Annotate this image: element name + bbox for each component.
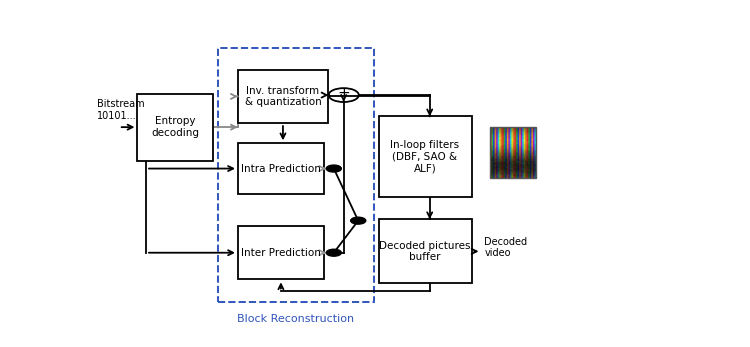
- Text: Decoded pictures
buffer: Decoded pictures buffer: [380, 240, 471, 262]
- Circle shape: [326, 249, 341, 256]
- Bar: [379, 219, 472, 283]
- Text: +: +: [338, 86, 350, 101]
- Bar: [238, 226, 324, 279]
- Bar: [379, 117, 472, 197]
- Bar: [238, 70, 328, 123]
- Text: Inter Prediction: Inter Prediction: [241, 248, 321, 258]
- Text: Bitstream
10101...: Bitstream 10101...: [97, 99, 144, 120]
- Text: Entropy
decoding: Entropy decoding: [151, 116, 200, 138]
- Circle shape: [351, 217, 366, 224]
- Text: Decoded
video: Decoded video: [484, 237, 527, 258]
- Bar: [217, 48, 374, 302]
- Circle shape: [326, 165, 341, 172]
- Text: Inv. transform
& quantization: Inv. transform & quantization: [244, 86, 321, 107]
- Bar: [238, 143, 324, 194]
- Text: Block Reconstruction: Block Reconstruction: [238, 314, 355, 324]
- Bar: [137, 94, 213, 161]
- Bar: [490, 127, 536, 178]
- Text: In-loop filters
(DBF, SAO &
ALF): In-loop filters (DBF, SAO & ALF): [391, 140, 460, 173]
- Text: Intra Prediction: Intra Prediction: [241, 163, 321, 174]
